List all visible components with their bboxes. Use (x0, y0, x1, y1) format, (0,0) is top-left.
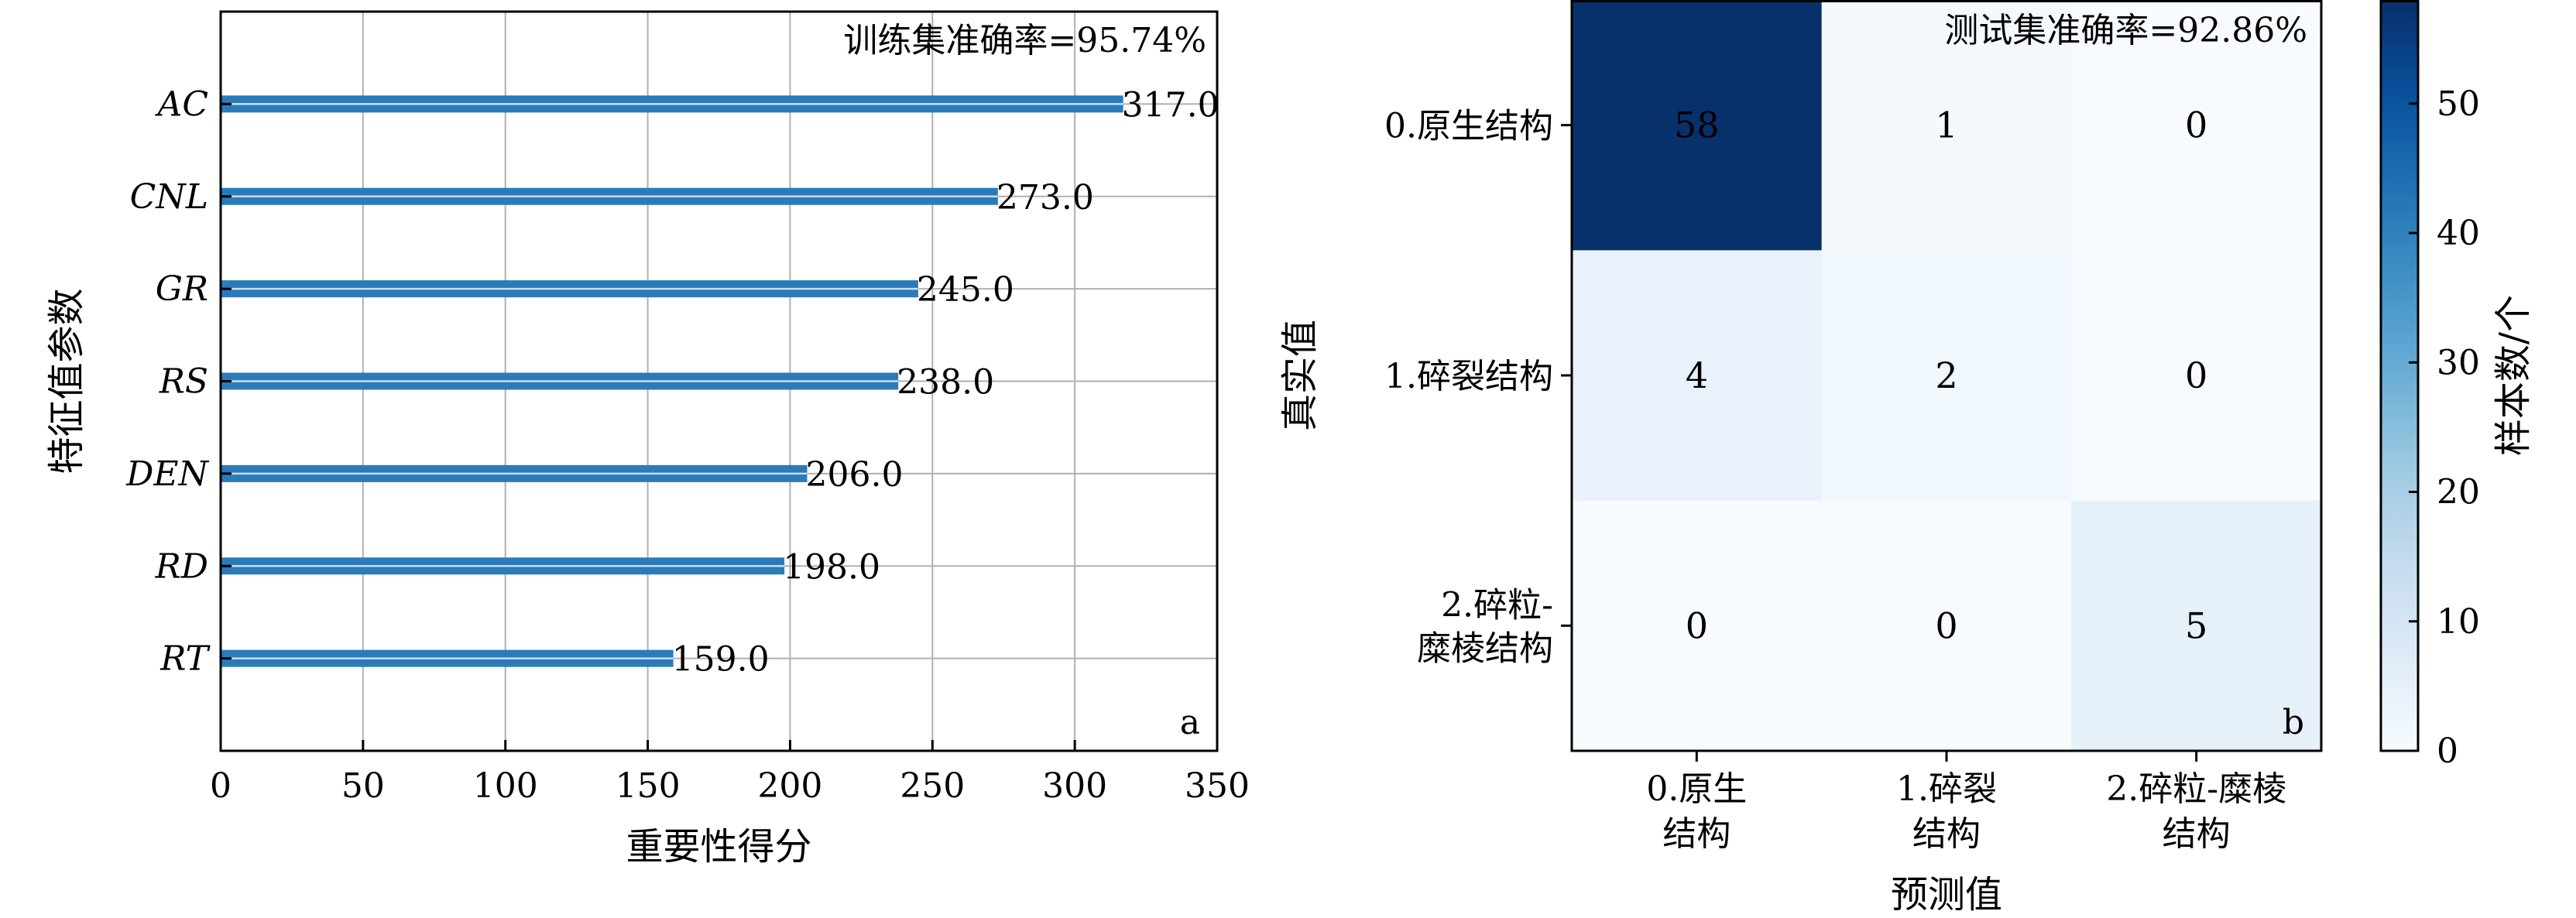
b-col-label: 0.原生 (1646, 769, 1747, 809)
b-col-label: 1.碎裂 (1896, 769, 1997, 809)
a-category-labels: AC CNL GR RS DEN RD RT (125, 84, 211, 678)
colorbar-tick-label: 20 (2437, 473, 2480, 512)
b-col-label: 结构 (2163, 814, 2231, 854)
b-matrix-cell (1821, 500, 2072, 752)
b-col-label: 结构 (1912, 814, 1981, 854)
b-matrix-cell (1572, 0, 1823, 251)
a-x-tick-label: 150 (616, 766, 681, 806)
a-y-axis-label: 特征值参数 (45, 288, 88, 474)
b-row-label: 糜棱结构 (1417, 629, 1553, 668)
b-col-label: 结构 (1662, 814, 1730, 854)
a-bars (221, 95, 1123, 667)
b-accuracy-annotation: 测试集准确率=92.86% (1944, 11, 2307, 50)
a-accuracy-annotation: 训练集准确率=95.74% (843, 21, 1206, 60)
b-panel-letter: b (2283, 703, 2304, 742)
b-matrix-cell (2071, 250, 2322, 502)
b-row-label: 2.碎粒- (1441, 585, 1553, 625)
b-x-axis-label: 预测值 (1891, 873, 2002, 916)
a-category-label: RT (159, 639, 211, 679)
a-value-labels: 317.0 273.0 245.0 238.0 206.0 198.0 159.0 (672, 85, 1219, 679)
colorbar-tick-label: 30 (2437, 343, 2480, 382)
b-col-label: 2.碎粒-糜棱 (2106, 769, 2286, 809)
a-x-ticks: 0 50 100 150 200 250 300 350 (210, 102, 1250, 806)
b-cell-value: 58 (1674, 104, 1720, 146)
b-row-label: 0.原生结构 (1384, 107, 1553, 146)
a-panel-letter: a (1180, 703, 1200, 742)
a-category-label: RD (155, 546, 208, 586)
a-x-tick-label: 0 (210, 766, 232, 806)
b-matrix-cell (2071, 0, 2322, 251)
a-x-tick-label: 250 (900, 766, 965, 806)
b-matrix-cell (1821, 250, 2072, 502)
b-matrix-cell (1572, 250, 1823, 502)
panel-a-importance-chart: 0 50 100 150 200 250 300 350 AC CNL GR RS DEN RD RT 3… (45, 10, 1250, 868)
a-category-label: AC (155, 84, 208, 124)
a-x-tick-label: 200 (757, 766, 822, 806)
b-cell-value: 0 (1686, 605, 1708, 646)
b-row-labels: 0.原生结构 1.碎裂结构 2.碎粒- 糜棱结构 (1384, 107, 1572, 668)
a-value-label: 159.0 (672, 640, 770, 680)
a-category-label: RS (159, 362, 208, 402)
a-value-label: 317.0 (1122, 85, 1219, 125)
a-x-axis-label: 重要性得分 (626, 825, 811, 868)
b-matrix-cell (1572, 500, 1823, 752)
b-cell-value: 0 (2185, 355, 2207, 396)
a-value-label: 273.0 (996, 178, 1094, 218)
a-x-tick-label: 100 (473, 766, 538, 806)
a-value-label: 238.0 (897, 363, 994, 402)
b-cell-value: 5 (2185, 605, 2207, 646)
a-value-label: 206.0 (805, 455, 903, 495)
a-category-label: CNL (130, 177, 208, 217)
a-value-label: 245.0 (917, 270, 1014, 310)
b-cell-value: 2 (1935, 355, 1957, 396)
a-x-tick-label: 50 (341, 766, 385, 806)
colorbar-gradient (2379, 0, 2420, 752)
colorbar: 0 10 20 30 40 50 样本数/个 (2379, 0, 2535, 771)
a-value-label: 198.0 (783, 547, 880, 587)
a-x-tick-label: 300 (1042, 766, 1107, 806)
b-row-label: 1.碎裂结构 (1384, 357, 1553, 396)
b-matrix-cell (1821, 0, 2072, 251)
colorbar-label: 样本数/个 (2492, 295, 2535, 456)
b-cell-value: 0 (1935, 605, 1957, 646)
a-category-label: DEN (125, 454, 209, 494)
colorbar-ticks: 0 10 20 30 40 50 (2409, 84, 2480, 771)
b-matrix-cells: 58 1 0 4 2 0 0 0 5 (1572, 0, 2322, 752)
colorbar-tick-label: 50 (2437, 84, 2480, 124)
a-x-tick-label: 350 (1185, 766, 1250, 806)
b-y-axis-label: 真实值 (1278, 320, 1322, 431)
b-cell-value: 0 (2185, 104, 2207, 146)
b-cell-value: 4 (1686, 355, 1708, 396)
colorbar-tick-label: 40 (2437, 214, 2480, 253)
colorbar-tick-label: 10 (2437, 602, 2480, 642)
b-matrix-cell (2071, 500, 2322, 752)
b-cell-value: 1 (1935, 104, 1957, 146)
a-category-label: GR (156, 269, 208, 309)
colorbar-tick-label: 0 (2437, 731, 2458, 771)
